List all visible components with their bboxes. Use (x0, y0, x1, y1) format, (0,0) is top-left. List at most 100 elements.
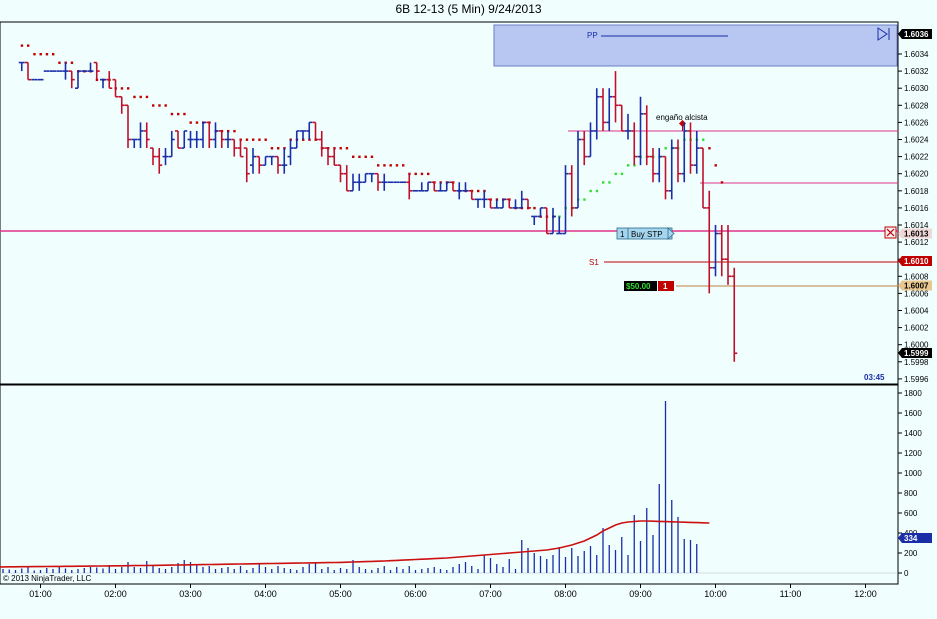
volume-tick-label: 1800 (904, 389, 922, 398)
pp-label: PP (587, 31, 598, 40)
ohlc-bar (431, 181, 438, 192)
ohlc-bar (593, 88, 600, 140)
psar-dot (602, 181, 605, 184)
psar-dot (308, 138, 311, 141)
copyright-text: © 2013 NinjaTrader, LLC (3, 574, 92, 583)
ohlc-bar (381, 173, 388, 191)
price-tick-label: 1.6006 (904, 289, 929, 298)
position-tag[interactable]: $50.00 1 (624, 281, 674, 291)
ohlc-bar (550, 207, 556, 235)
ohlc-bar (625, 113, 631, 140)
ohlc-bar (312, 121, 319, 141)
ohlc-bar (293, 130, 300, 149)
volume-value-tag-text: 334 (904, 534, 918, 543)
ohlc-bar (575, 130, 581, 209)
psar-dot (27, 44, 30, 47)
ohlc-bar (100, 78, 106, 89)
order-price-tag-bg (898, 228, 932, 239)
time-tick-label: 03:00 (179, 589, 202, 599)
position-price-tag-bg (898, 280, 932, 291)
psar-dot (708, 147, 711, 150)
psar-dot (39, 53, 42, 56)
last-price-tag: 1.5999 (898, 348, 932, 358)
ohlc-bar (281, 148, 288, 174)
ohlc-bar (306, 121, 313, 140)
position-price-tag-text: 1.6007 (904, 282, 929, 291)
ohlc-bar (318, 130, 325, 157)
ohlc-bar (687, 122, 694, 174)
ohlc-bar (368, 172, 375, 183)
ohlc-bar (587, 122, 594, 158)
price-panel[interactable] (0, 21, 899, 385)
ohlc-bar (568, 165, 575, 217)
time-tick-label: 01:00 (29, 589, 52, 599)
psar-dot (633, 164, 636, 167)
cancel-order-icon[interactable] (884, 226, 897, 239)
ohlc-bar (531, 215, 538, 225)
psar-dot (95, 78, 99, 82)
ohlc-bar (525, 198, 531, 209)
ohlc-bar (156, 148, 163, 174)
last-price-tag-text: 1.5999 (904, 349, 929, 358)
ohlc-bar (331, 148, 338, 166)
psar-dot (583, 198, 586, 201)
psar-dot (33, 53, 36, 56)
ohlc-bar (437, 182, 444, 192)
psar-dot (595, 189, 599, 193)
ohlc-bar (662, 155, 669, 200)
psar-dot (245, 138, 249, 141)
psar-dot (20, 44, 24, 47)
volume-panel[interactable] (0, 384, 899, 585)
chart-title: 6B 12-13 (5 Min) 9/24/2013 (395, 2, 542, 16)
ohlc-bar (606, 88, 613, 131)
psar-dot (145, 95, 149, 99)
time-tick-label: 04:00 (254, 589, 277, 599)
ohlc-bar (300, 130, 306, 140)
psar-dot (414, 172, 417, 176)
ohlc-bar (162, 148, 169, 166)
price-tick-label: 1.6016 (904, 204, 929, 213)
time-tick-label: 09:00 (629, 589, 652, 599)
annotation-text: engaño alcista (656, 113, 708, 122)
ohlc-bar (406, 173, 413, 200)
price-tick-label: 1.6022 (904, 153, 929, 162)
volume-tick-label: 0 (904, 569, 909, 578)
collapse-icon[interactable] (877, 27, 890, 41)
ohlc-bar (618, 104, 625, 132)
ohlc-bar (712, 225, 719, 277)
ohlc-bar (325, 147, 331, 166)
order-qty: 1 (620, 230, 625, 239)
ohlc-bar (668, 139, 675, 200)
ohlc-bar (731, 267, 738, 362)
psar-dot (258, 138, 261, 141)
s1-price-tag: 1.6010 (898, 256, 932, 266)
s1-price-tag-bg (898, 256, 932, 266)
last-price-tag-top: 1.6036 (898, 29, 932, 39)
psar-dot (183, 112, 186, 116)
ohlc-bar (518, 190, 525, 209)
ohlc-bar (68, 70, 75, 89)
buy-stop-order-tag[interactable]: 1 Buy STP (616, 227, 675, 240)
ohlc-bar (612, 71, 619, 123)
ohlc-bar (581, 130, 588, 166)
psar-dot (52, 53, 55, 56)
ohlc-bar (62, 62, 69, 80)
price-tick-label: 1.5998 (904, 358, 929, 367)
psar-dot (533, 206, 536, 210)
time-tick-label: 08:00 (554, 589, 577, 599)
ohlc-bar (187, 130, 194, 149)
psar-dot (345, 147, 349, 150)
psar-dot (45, 53, 49, 56)
psar-dot (720, 181, 724, 184)
volume-tick-label: 200 (904, 549, 918, 558)
ohlc-bar (537, 207, 544, 218)
ohlc-bar (700, 147, 706, 209)
s1-label: S1 (589, 258, 599, 267)
time-tick-label: 02:00 (104, 589, 127, 599)
volume-ma (0, 520, 710, 568)
ohlc-bar (225, 130, 231, 149)
psar-dot (370, 155, 374, 158)
ohlc-bar (181, 130, 188, 149)
ohlc-bar (343, 165, 350, 192)
